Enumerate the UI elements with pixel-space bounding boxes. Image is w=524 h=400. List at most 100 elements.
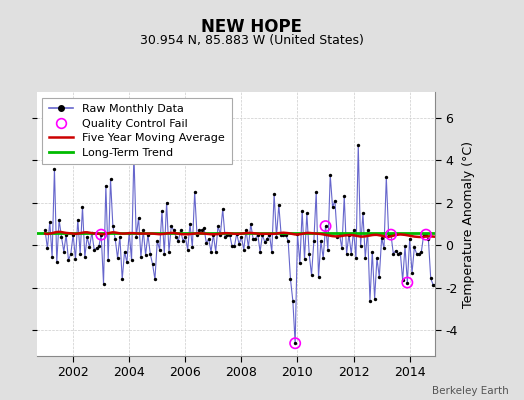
Point [281,232,290,238]
Point [113,255,122,261]
Point [204,236,213,242]
Point [370,295,379,302]
Point [296,260,304,266]
Point [268,248,276,255]
Point [216,232,225,238]
Point [326,172,334,178]
Point [69,232,78,238]
Text: Berkeley Earth: Berkeley Earth [432,386,508,396]
Point [329,204,337,210]
Point [258,232,267,238]
Point [441,227,449,234]
Point [263,236,271,242]
Point [342,251,351,257]
Point [300,256,309,262]
Point [420,232,428,238]
Point [174,238,182,244]
Point [235,241,243,248]
Point [249,236,257,242]
Point [151,276,159,282]
Point [340,193,348,200]
Point [181,234,190,240]
Point [398,277,407,284]
Point [52,259,61,266]
Point [356,243,365,250]
Point [293,230,302,237]
Point [406,236,414,242]
Point [312,189,320,195]
Point [41,227,49,234]
Point [291,340,299,346]
Point [127,257,136,263]
Point [364,227,372,234]
Point [417,248,425,255]
Point [401,243,409,250]
Point [198,227,206,234]
Point [412,251,421,257]
Point [95,243,103,250]
Point [431,282,440,288]
Point [188,244,196,251]
Point [169,227,178,234]
Point [337,245,346,252]
Point [244,244,253,251]
Point [350,227,358,234]
Point [73,216,82,223]
Text: 30.954 N, 85.883 W (United States): 30.954 N, 85.883 W (United States) [139,34,364,47]
Point [221,234,229,240]
Point [191,189,199,195]
Point [81,254,89,260]
Point [97,232,105,238]
Point [137,254,145,260]
Point [193,232,201,238]
Point [260,239,269,245]
Point [200,225,208,232]
Point [422,232,430,238]
Point [90,246,99,253]
Point [64,257,73,263]
Point [377,235,386,241]
Point [239,246,248,253]
Point [223,232,232,238]
Point [429,282,437,288]
Point [60,248,68,255]
Point [134,214,143,221]
Point [352,255,360,261]
Point [303,210,311,216]
Point [387,232,395,238]
Point [305,251,313,257]
Point [57,234,66,240]
Point [160,251,169,257]
Point [139,227,147,234]
Point [177,227,185,234]
Point [233,230,241,237]
Point [277,232,286,238]
Point [130,150,138,157]
Point [148,261,157,268]
Point [214,223,222,229]
Point [279,232,288,238]
Point [256,248,264,255]
Point [314,274,323,280]
Point [331,197,339,204]
Point [179,238,187,244]
Point [67,251,75,257]
Text: NEW HOPE: NEW HOPE [201,18,302,36]
Point [55,216,63,223]
Point [156,246,164,253]
Point [359,210,367,216]
Point [319,255,328,261]
Point [162,200,171,206]
Point [123,259,131,266]
Point [272,234,281,240]
Point [380,245,388,252]
Point [48,254,56,260]
Y-axis label: Temperature Anomaly (°C): Temperature Anomaly (°C) [462,140,475,308]
Point [408,270,416,276]
Point [132,234,140,240]
Point [403,279,411,286]
Point [88,229,96,236]
Point [106,176,115,182]
Point [158,208,166,214]
Point [111,236,119,242]
